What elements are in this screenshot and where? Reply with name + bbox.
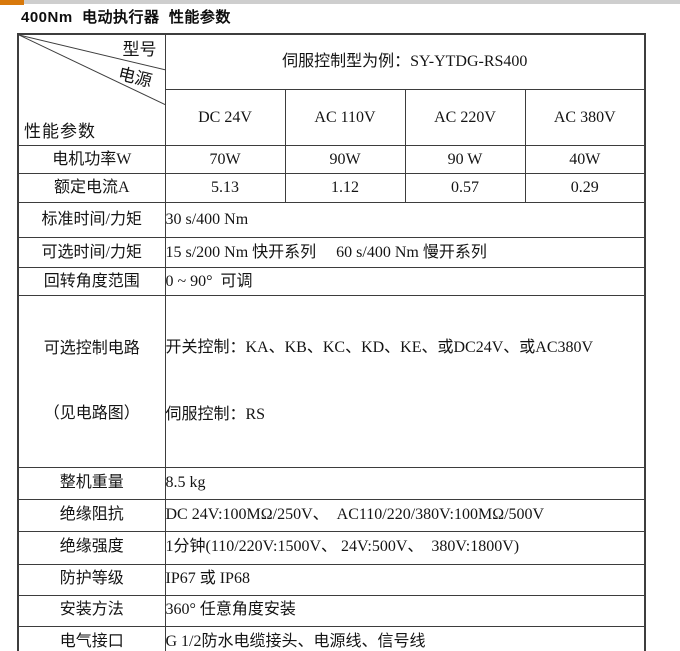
- mounting-method-value: 360° 任意角度安装: [164, 594, 646, 627]
- diagonal-divider-lines: [19, 35, 164, 105]
- row-protection-rating: 防护等级 IP67 或 IP68: [17, 563, 646, 596]
- row-standard-time-torque: 标准时间/力矩 30 s/400 Nm: [17, 202, 646, 239]
- rated-current-ac220v: 0.57: [404, 173, 526, 204]
- row-label-insulation-resistance: 绝缘阻抗: [17, 498, 166, 532]
- corner-label-params: 性能参数: [24, 121, 96, 141]
- row-label-optional-time-torque: 可选时间/力矩: [17, 237, 166, 269]
- row-electrical-interface: 电气接口 G 1/2防水电缆接头、电源线、信号线: [17, 625, 646, 651]
- row-label-protection-rating: 防护等级: [17, 563, 166, 596]
- row-rotation-angle-range: 回转角度范围 0 ~ 90° 可调: [17, 267, 646, 297]
- row-motor-power: 电机功率W 70W 90W 90 W 40W: [17, 145, 646, 175]
- insulation-strength-value: 1分钟(110/220V:1500V、 24V:500V、 380V:1800V…: [164, 530, 646, 565]
- motor-power-ac220v: 90 W: [404, 145, 526, 175]
- power-col-dc24v: DC 24V: [164, 89, 286, 147]
- electrical-interface-value: G 1/2防水电缆接头、电源线、信号线: [164, 625, 646, 651]
- top-bar-accent: [0, 0, 24, 5]
- row-label-mounting-method: 安装方法: [17, 594, 166, 627]
- row-control-circuit: 可选控制电路 （见电路图） 开关控制：KA、KB、KC、KD、KE、或DC24V…: [17, 295, 646, 468]
- control-circuit-value: 开关控制：KA、KB、KC、KD、KE、或DC24V、或AC380V 伺服控制：…: [164, 295, 646, 468]
- row-label-electrical-interface: 电气接口: [17, 625, 166, 651]
- optional-time-torque-value: 15 s/200 Nm 快开系列 60 s/400 Nm 慢开系列: [164, 237, 646, 269]
- model-row: 型号 电源 性能参数 伺服控制型为例：SY-YTDG-RS400: [17, 33, 646, 147]
- table-corner-cell: 型号 电源 性能参数: [17, 33, 166, 147]
- top-bar: [0, 0, 680, 5]
- row-mounting-method: 安装方法 360° 任意角度安装: [17, 594, 646, 627]
- control-circuit-label-line2: （见电路图）: [43, 404, 140, 422]
- motor-power-dc24v: 70W: [164, 145, 286, 175]
- row-label-control-circuit: 可选控制电路 （见电路图）: [17, 295, 166, 468]
- rated-current-ac110v: 1.12: [284, 173, 406, 204]
- row-label-standard-time-torque: 标准时间/力矩: [17, 202, 166, 239]
- rated-current-ac380v: 0.29: [524, 173, 646, 204]
- spec-table: 型号 电源 性能参数 伺服控制型为例：SY-YTDG-RS400 DC 24V …: [17, 33, 646, 651]
- row-label-rated-current: 额定电流A: [17, 173, 166, 204]
- row-rated-current: 额定电流A 5.13 1.12 0.57 0.29: [17, 173, 646, 204]
- row-label-rotation-angle-range: 回转角度范围: [17, 267, 166, 297]
- model-example-cell: 伺服控制型为例：SY-YTDG-RS400: [164, 33, 646, 91]
- power-col-ac220v: AC 220V: [404, 89, 526, 147]
- power-col-ac110v: AC 110V: [284, 89, 406, 147]
- rotation-angle-range-value: 0 ~ 90° 可调: [164, 267, 646, 297]
- page-title: 400Nm 电动执行器 性能参数: [21, 9, 231, 26]
- row-label-total-weight: 整机重量: [17, 466, 166, 500]
- total-weight-value: 8.5 kg: [164, 466, 646, 500]
- row-label-motor-power: 电机功率W: [17, 145, 166, 175]
- insulation-resistance-value: DC 24V:100MΩ/250V、 AC110/220/380V:100MΩ/…: [164, 498, 646, 532]
- row-total-weight: 整机重量 8.5 kg: [17, 466, 646, 500]
- control-circuit-servo-line: 伺服控制：RS: [165, 405, 266, 423]
- power-supply-row: DC 24V AC 110V AC 220V AC 380V: [18, 89, 646, 147]
- protection-rating-value: IP67 或 IP68: [164, 563, 646, 596]
- power-col-ac380v: AC 380V: [524, 89, 646, 147]
- row-insulation-resistance: 绝缘阻抗 DC 24V:100MΩ/250V、 AC110/220/380V:1…: [17, 498, 646, 532]
- row-optional-time-torque: 可选时间/力矩 15 s/200 Nm 快开系列 60 s/400 Nm 慢开系…: [17, 237, 646, 269]
- rated-current-dc24v: 5.13: [164, 173, 286, 204]
- control-circuit-label-line1: 可选控制电路: [43, 340, 140, 358]
- motor-power-ac380v: 40W: [524, 145, 646, 175]
- row-insulation-strength: 绝缘强度 1分钟(110/220V:1500V、 24V:500V、 380V:…: [17, 530, 646, 565]
- motor-power-ac110v: 90W: [284, 145, 406, 175]
- row-label-insulation-strength: 绝缘强度: [17, 530, 166, 565]
- control-circuit-switch-line: 开关控制：KA、KB、KC、KD、KE、或DC24V、或AC380V: [165, 339, 594, 357]
- standard-time-torque-value: 30 s/400 Nm: [164, 202, 646, 239]
- corner-label-model: 型号: [122, 40, 157, 59]
